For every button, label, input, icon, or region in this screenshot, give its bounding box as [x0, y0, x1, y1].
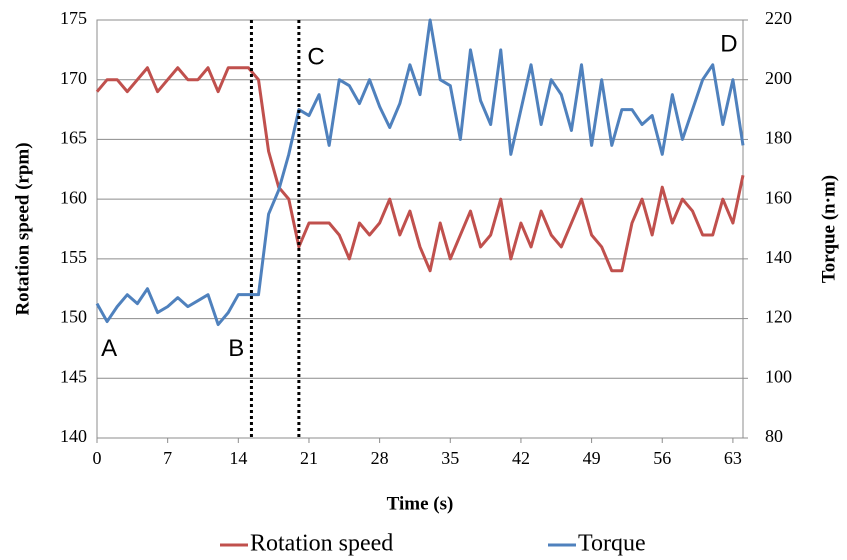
x-tick-label: 49 [583, 448, 601, 468]
y2-axis-label: Torque (n·m) [818, 175, 839, 283]
y-tick-label: 140 [60, 426, 87, 446]
y-tick-label: 155 [60, 247, 87, 267]
y2-tick-label: 220 [765, 8, 792, 28]
x-axis-label: Time (s) [387, 493, 454, 514]
series-line [95, 18, 745, 327]
x-tick-label: 63 [724, 448, 742, 468]
y2-tick-label: 200 [765, 68, 792, 88]
y2-tick-label: 80 [765, 426, 783, 446]
annotation: C [307, 44, 324, 71]
x-tick-label: 7 [163, 448, 172, 468]
annotation: A [101, 335, 117, 362]
annotation: B [228, 335, 244, 362]
y-tick-label: 175 [60, 8, 87, 28]
y2-tick-label: 160 [765, 187, 792, 207]
y-tick-label: 145 [60, 366, 87, 386]
y-tick-label: 165 [60, 128, 87, 148]
legend-label: Torque [578, 531, 646, 557]
y-tick-label: 150 [60, 307, 87, 327]
y2-tick-label: 100 [765, 366, 792, 386]
x-tick-label: 42 [512, 448, 530, 468]
x-tick-label: 21 [300, 448, 318, 468]
x-tick-label: 35 [441, 448, 459, 468]
x-tick-label: 28 [371, 448, 389, 468]
x-tick-label: 0 [93, 448, 102, 468]
annotation: D [720, 30, 737, 57]
y-tick-label: 170 [60, 68, 87, 88]
y2-tick-label: 180 [765, 128, 792, 148]
y2-tick-label: 140 [765, 247, 792, 267]
x-tick-label: 14 [229, 448, 247, 468]
y2-tick-label: 120 [765, 307, 792, 327]
y-tick-label: 160 [60, 187, 87, 207]
x-tick-label: 56 [653, 448, 671, 468]
plot-frame [96, 19, 744, 439]
series-line [95, 66, 745, 273]
y-axis-label: Rotation speed (rpm) [12, 142, 33, 315]
legend-label: Rotation speed [250, 531, 393, 557]
